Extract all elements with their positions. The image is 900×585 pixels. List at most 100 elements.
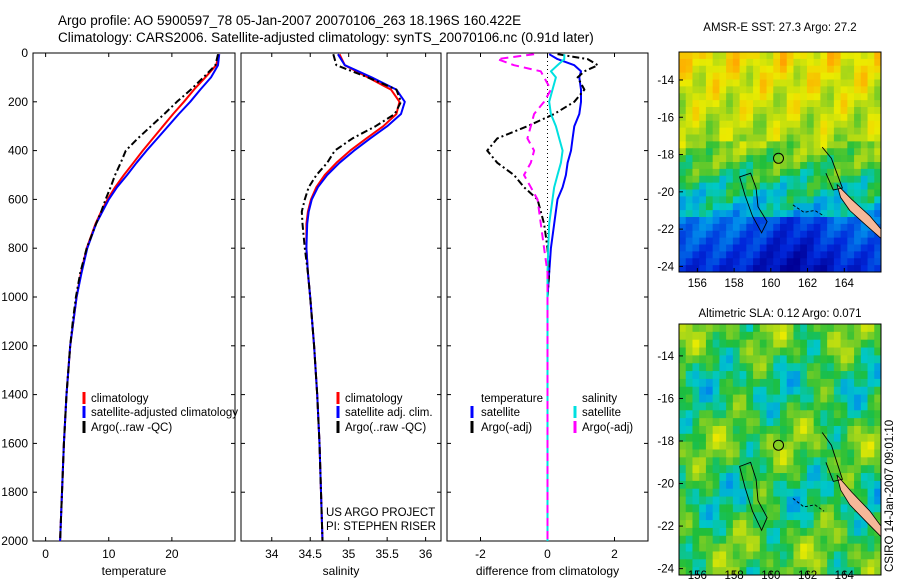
map-cell (840, 394, 848, 403)
map-cell (813, 168, 821, 177)
map-cell (712, 567, 720, 576)
map-cell (847, 237, 855, 246)
map-cell (766, 543, 774, 552)
map-cell (739, 258, 747, 266)
map-cell (847, 258, 855, 266)
map-cell (685, 223, 693, 232)
map-cell (705, 394, 714, 403)
map-cell (773, 386, 781, 396)
map-cell (793, 134, 801, 142)
map-cell (759, 488, 768, 498)
map-cell (726, 355, 734, 364)
map-cell (874, 331, 882, 341)
map-cell (854, 425, 862, 435)
map-cell (753, 237, 761, 246)
map-cell (813, 567, 821, 576)
map-cell (692, 535, 700, 545)
map-cell (806, 331, 815, 341)
map-cell (679, 237, 687, 246)
y-tick-label: -18 (657, 150, 674, 162)
map-cell (780, 418, 788, 427)
map-cell (712, 527, 720, 537)
map-cell (793, 371, 801, 380)
map-cell (867, 394, 875, 403)
map-cell (854, 93, 862, 101)
x-tick-label: -2 (475, 547, 486, 561)
map-cell (739, 480, 747, 490)
map-cell (827, 465, 835, 474)
map-cell (746, 107, 754, 115)
map-cell (854, 107, 862, 115)
map-cell (699, 504, 707, 513)
map-cell (800, 113, 808, 122)
map-cell (685, 120, 693, 129)
map-cell (820, 433, 828, 443)
map-cell (806, 120, 815, 129)
map-cell (753, 162, 761, 170)
map-cell (692, 504, 700, 513)
map-cell (820, 72, 828, 81)
map-cell (705, 127, 714, 136)
legend-label-satellite: satellite-adjusted climatology (91, 407, 238, 419)
map-cell (820, 324, 828, 333)
map-cell (739, 141, 747, 149)
map-cell (712, 251, 720, 259)
map-cell (847, 72, 855, 81)
map-cell (732, 504, 741, 513)
map-cell (773, 535, 781, 545)
map-cell (800, 543, 808, 552)
map-cell (786, 251, 794, 259)
map-cell (705, 155, 714, 163)
map-cell (739, 210, 747, 218)
map-cell (806, 203, 815, 211)
map-cell (813, 433, 821, 443)
map-cell (766, 65, 774, 74)
map-cell (753, 378, 761, 388)
map-cell (726, 162, 734, 170)
map-cell (685, 79, 693, 87)
map-cell (746, 127, 754, 136)
map-cell (719, 480, 727, 490)
map-cell (719, 394, 727, 403)
legend-label-sal-argo: Argo(-adj) (582, 422, 633, 434)
map-cell (739, 473, 747, 482)
map-cell (780, 168, 788, 177)
map-cell (786, 449, 794, 458)
map-cell (860, 223, 869, 232)
map-cell (692, 155, 700, 163)
map-cell (800, 339, 808, 349)
map-cell (679, 107, 687, 115)
map-cell (685, 65, 693, 74)
map-cell (854, 258, 862, 266)
map-cell (840, 162, 848, 170)
map-cell (840, 339, 848, 349)
map-cell (867, 480, 875, 490)
map-cell (712, 120, 720, 129)
map-cell (780, 79, 788, 87)
map-cell (780, 324, 788, 333)
map-cell (679, 93, 687, 101)
map-cell (793, 324, 801, 333)
map-cell (726, 559, 734, 568)
map-cell (806, 567, 815, 576)
map-cell (739, 217, 747, 225)
map-cell (699, 551, 707, 560)
map-cell (699, 223, 707, 232)
map-cell (854, 175, 862, 184)
map-cell (840, 386, 848, 396)
map-cell (699, 155, 707, 163)
x-tick-label: 35.5 (375, 547, 399, 561)
map-cell (692, 148, 700, 156)
title-line-2: Climatology: CARS2006. Satellite-adjuste… (58, 30, 594, 45)
map-cell (739, 543, 747, 552)
map-cell (840, 72, 848, 81)
x-tick-label: 0 (42, 547, 49, 561)
map-cell (806, 504, 815, 513)
map-cell (847, 449, 855, 458)
map-cell (827, 394, 835, 403)
map-cell (726, 347, 734, 356)
map-cell (874, 535, 882, 545)
map-cell (833, 52, 842, 60)
map-cell (739, 371, 747, 380)
map-cell (813, 223, 821, 232)
